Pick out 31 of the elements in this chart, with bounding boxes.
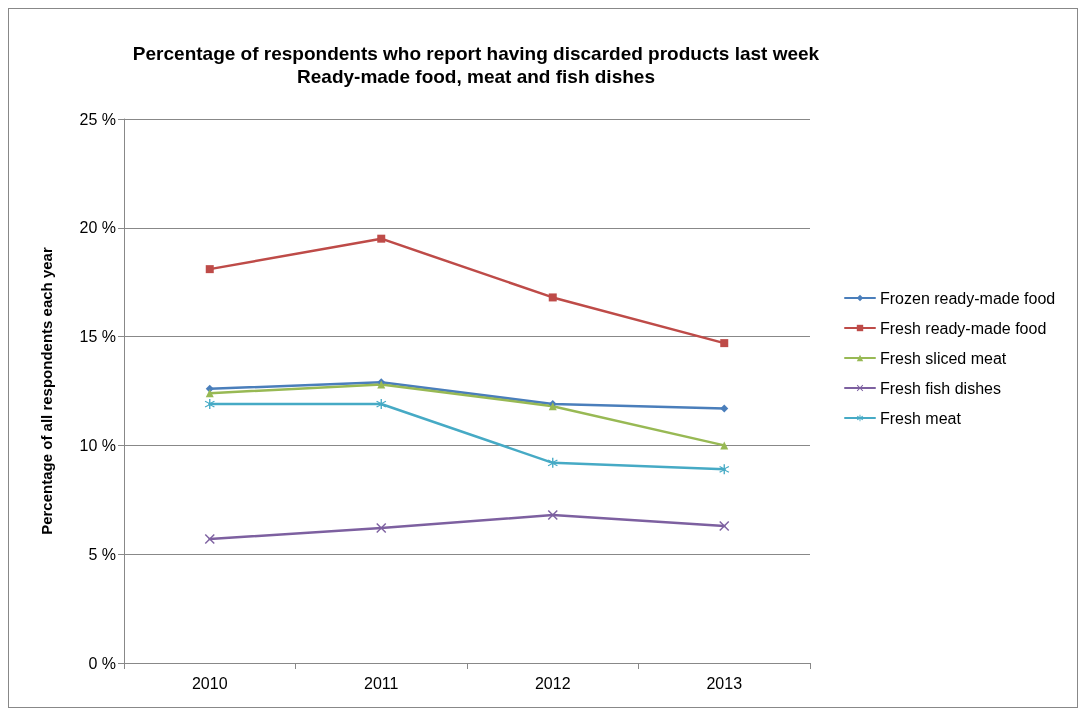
point bbox=[719, 464, 730, 475]
point bbox=[720, 404, 729, 413]
x-tick-label: 2013 bbox=[706, 674, 743, 692]
point bbox=[205, 265, 214, 274]
point bbox=[376, 523, 387, 534]
point bbox=[547, 510, 558, 521]
x-tick-label: 2010 bbox=[191, 674, 228, 692]
y-tick-label: 5 % bbox=[88, 545, 116, 563]
point bbox=[376, 399, 387, 410]
point bbox=[720, 339, 729, 348]
chart-title: Percentage of respondents who report having discarded products last week bbox=[132, 43, 820, 64]
point bbox=[548, 293, 557, 302]
legend-label: Fresh fish dishes bbox=[880, 379, 1001, 397]
point bbox=[547, 457, 558, 468]
point bbox=[377, 234, 386, 243]
y-tick-label: 10 % bbox=[79, 436, 116, 454]
y-tick-label: 15 % bbox=[79, 328, 116, 346]
y-axis-title: Percentage of all respondents each year bbox=[38, 247, 55, 535]
y-tick-label: 0 % bbox=[88, 654, 116, 672]
y-tick-label: 25 % bbox=[79, 110, 116, 128]
legend-label: Fresh ready-made food bbox=[880, 319, 1047, 337]
legend-label: Fresh sliced meat bbox=[880, 349, 1007, 367]
chart-subtitle: Ready-made food, meat and fish dishes bbox=[297, 66, 655, 87]
legend-label: Frozen ready-made food bbox=[880, 289, 1056, 307]
point bbox=[719, 520, 730, 531]
point bbox=[204, 533, 215, 544]
x-tick-label: 2012 bbox=[534, 674, 571, 692]
x-tick-label: 2011 bbox=[364, 674, 399, 692]
legend-label: Fresh meat bbox=[880, 409, 962, 427]
y-tick-label: 20 % bbox=[79, 219, 116, 237]
point bbox=[204, 399, 215, 410]
